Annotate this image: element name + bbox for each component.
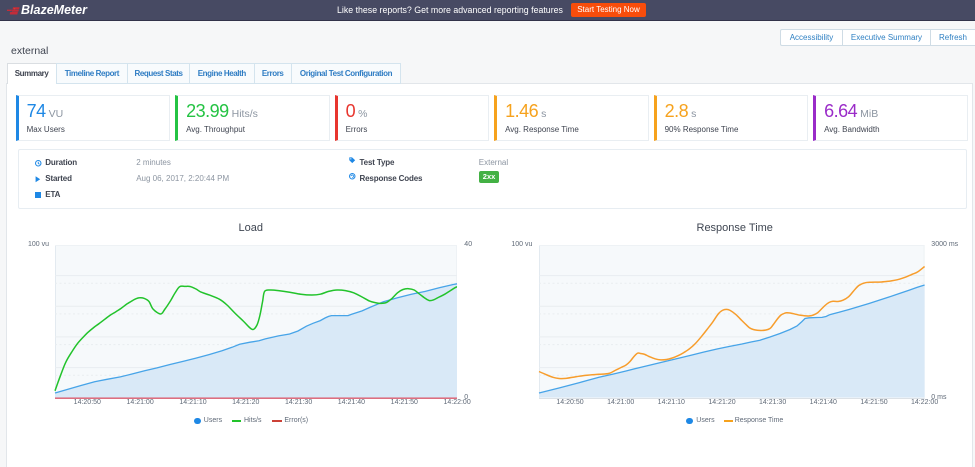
svg-text:14:20:50: 14:20:50 — [74, 399, 101, 406]
svg-text:14:21:20: 14:21:20 — [233, 399, 260, 406]
svg-text:14:21:50: 14:21:50 — [860, 399, 887, 406]
svg-text:14:21:40: 14:21:40 — [809, 399, 836, 406]
svg-text:14:21:00: 14:21:00 — [127, 399, 154, 406]
svg-text:14:21:10: 14:21:10 — [180, 399, 207, 406]
svg-text:14:21:20: 14:21:20 — [708, 399, 735, 406]
svg-text:14:21:40: 14:21:40 — [338, 399, 365, 406]
svg-text:14:21:50: 14:21:50 — [391, 399, 418, 406]
svg-text:14:21:10: 14:21:10 — [657, 399, 684, 406]
svg-text:14:22:00: 14:22:00 — [911, 399, 938, 406]
svg-text:14:21:30: 14:21:30 — [285, 399, 312, 406]
svg-text:14:20:50: 14:20:50 — [556, 399, 583, 406]
svg-text:14:22:00: 14:22:00 — [444, 399, 471, 406]
svg-text:14:21:00: 14:21:00 — [607, 399, 634, 406]
svg-text:14:21:30: 14:21:30 — [759, 399, 786, 406]
